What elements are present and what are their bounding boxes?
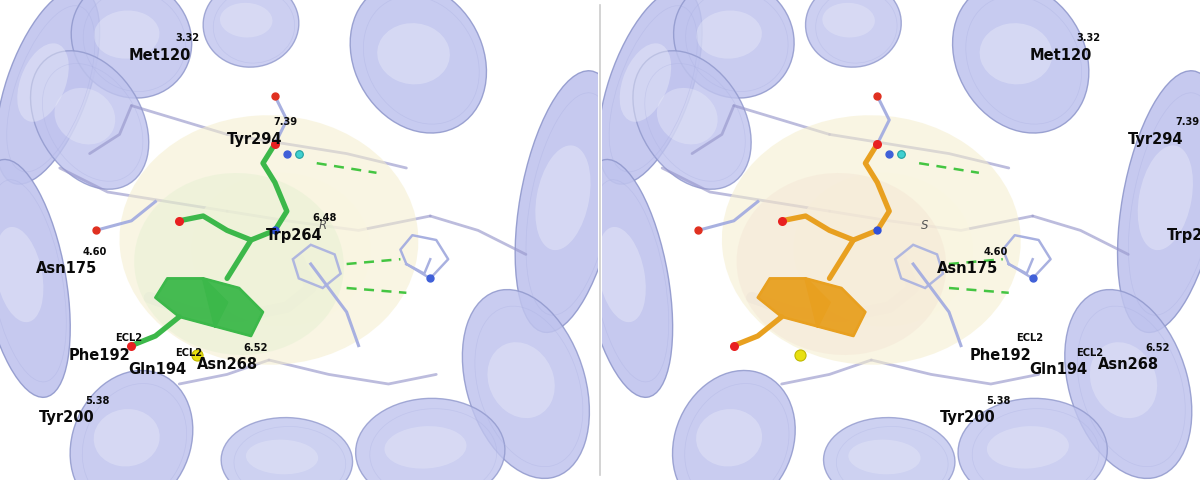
Text: Tyr200: Tyr200	[940, 410, 996, 425]
Ellipse shape	[1064, 289, 1192, 479]
Text: 6.48: 6.48	[312, 214, 337, 223]
Text: 7.39: 7.39	[1175, 118, 1199, 127]
Ellipse shape	[0, 0, 100, 184]
Text: Met120: Met120	[1030, 48, 1092, 63]
Text: Asn268: Asn268	[197, 357, 258, 372]
Text: Tyr294: Tyr294	[1128, 132, 1183, 147]
Ellipse shape	[673, 0, 794, 98]
Ellipse shape	[134, 173, 344, 355]
Ellipse shape	[1090, 342, 1157, 418]
Text: 5.38: 5.38	[986, 396, 1012, 406]
Ellipse shape	[986, 426, 1069, 468]
Text: Phe192: Phe192	[68, 348, 131, 363]
Ellipse shape	[384, 426, 467, 468]
Text: ECL2: ECL2	[1076, 348, 1104, 358]
Text: Tyr294: Tyr294	[227, 132, 282, 147]
Ellipse shape	[487, 342, 554, 418]
Ellipse shape	[71, 0, 192, 98]
Ellipse shape	[793, 173, 973, 326]
Ellipse shape	[0, 227, 43, 322]
Ellipse shape	[0, 159, 71, 397]
Ellipse shape	[30, 51, 149, 189]
Ellipse shape	[120, 115, 419, 365]
Ellipse shape	[355, 398, 505, 480]
Text: R: R	[319, 219, 326, 232]
Ellipse shape	[203, 0, 299, 67]
Ellipse shape	[822, 3, 875, 37]
Ellipse shape	[580, 159, 673, 397]
Text: Asn175: Asn175	[36, 261, 97, 276]
Text: 6.52: 6.52	[244, 343, 269, 353]
Ellipse shape	[599, 0, 702, 184]
Ellipse shape	[94, 409, 160, 467]
Polygon shape	[805, 278, 865, 336]
Text: 7.39: 7.39	[274, 118, 298, 127]
Text: Asn268: Asn268	[1098, 357, 1159, 372]
Ellipse shape	[958, 398, 1108, 480]
Ellipse shape	[535, 145, 590, 250]
Text: Met120: Met120	[128, 48, 191, 63]
Text: 4.60: 4.60	[984, 247, 1008, 257]
Ellipse shape	[94, 11, 160, 59]
Text: 3.32: 3.32	[1076, 34, 1100, 43]
Ellipse shape	[70, 371, 193, 480]
Ellipse shape	[598, 227, 646, 322]
Ellipse shape	[350, 0, 486, 133]
Text: Tyr200: Tyr200	[38, 410, 95, 425]
Text: Trp264: Trp264	[266, 228, 323, 243]
Polygon shape	[757, 278, 829, 326]
Ellipse shape	[696, 11, 762, 59]
Text: ECL2: ECL2	[115, 334, 143, 343]
Ellipse shape	[191, 173, 371, 326]
Text: 3.32: 3.32	[175, 34, 199, 43]
Ellipse shape	[17, 43, 68, 122]
Ellipse shape	[979, 23, 1052, 84]
Text: Phe192: Phe192	[970, 348, 1032, 363]
Text: Trp264: Trp264	[1168, 228, 1200, 243]
Ellipse shape	[632, 51, 751, 189]
Ellipse shape	[722, 115, 1021, 365]
Polygon shape	[155, 278, 227, 326]
Ellipse shape	[377, 23, 450, 84]
Ellipse shape	[619, 43, 671, 122]
Text: 4.60: 4.60	[83, 247, 107, 257]
Text: ECL2: ECL2	[175, 348, 203, 358]
Ellipse shape	[672, 371, 796, 480]
Ellipse shape	[246, 440, 318, 474]
Ellipse shape	[805, 0, 901, 67]
Ellipse shape	[515, 71, 620, 333]
Text: S: S	[922, 219, 929, 232]
Ellipse shape	[848, 440, 920, 474]
Ellipse shape	[1117, 71, 1200, 333]
Text: 6.52: 6.52	[1145, 343, 1170, 353]
Ellipse shape	[737, 173, 947, 355]
Text: Gln194: Gln194	[128, 362, 187, 377]
Ellipse shape	[462, 289, 589, 479]
Ellipse shape	[54, 88, 115, 144]
Ellipse shape	[823, 418, 955, 480]
Text: Asn175: Asn175	[937, 261, 998, 276]
Ellipse shape	[656, 88, 718, 144]
Text: Gln194: Gln194	[1030, 362, 1088, 377]
Ellipse shape	[696, 409, 762, 467]
Polygon shape	[203, 278, 263, 336]
Ellipse shape	[220, 3, 272, 37]
Text: 5.38: 5.38	[85, 396, 110, 406]
Ellipse shape	[1138, 145, 1193, 250]
Text: ECL2: ECL2	[1016, 334, 1044, 343]
Ellipse shape	[953, 0, 1088, 133]
Ellipse shape	[221, 418, 353, 480]
